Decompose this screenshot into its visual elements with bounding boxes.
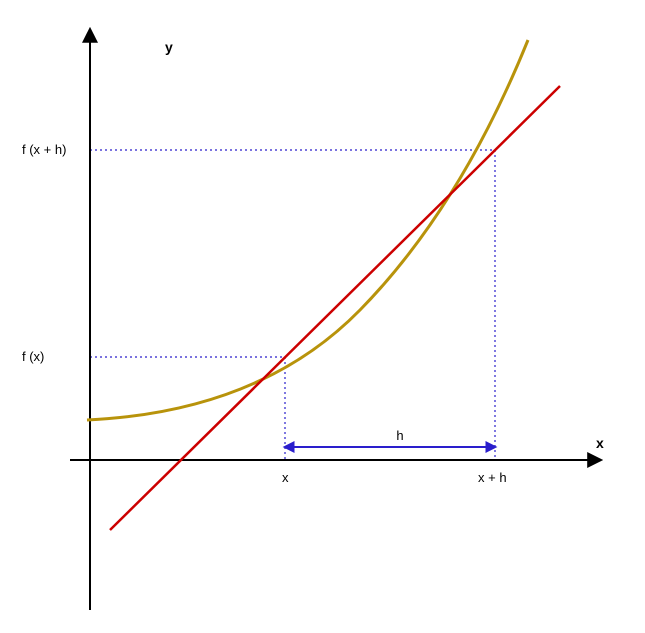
label-h: h bbox=[396, 428, 403, 443]
label-f-of-x: f (x) bbox=[22, 349, 44, 364]
label-f-of-x-plus-h: f (x + h) bbox=[22, 142, 66, 157]
label-x: x bbox=[282, 470, 289, 485]
background bbox=[0, 0, 645, 633]
label-x-plus-h: x + h bbox=[478, 470, 507, 485]
derivative-diagram: x y x x + h f (x) f (x + h) h bbox=[0, 0, 645, 633]
x-axis-label: x bbox=[596, 435, 604, 451]
y-axis-label: y bbox=[165, 39, 173, 55]
